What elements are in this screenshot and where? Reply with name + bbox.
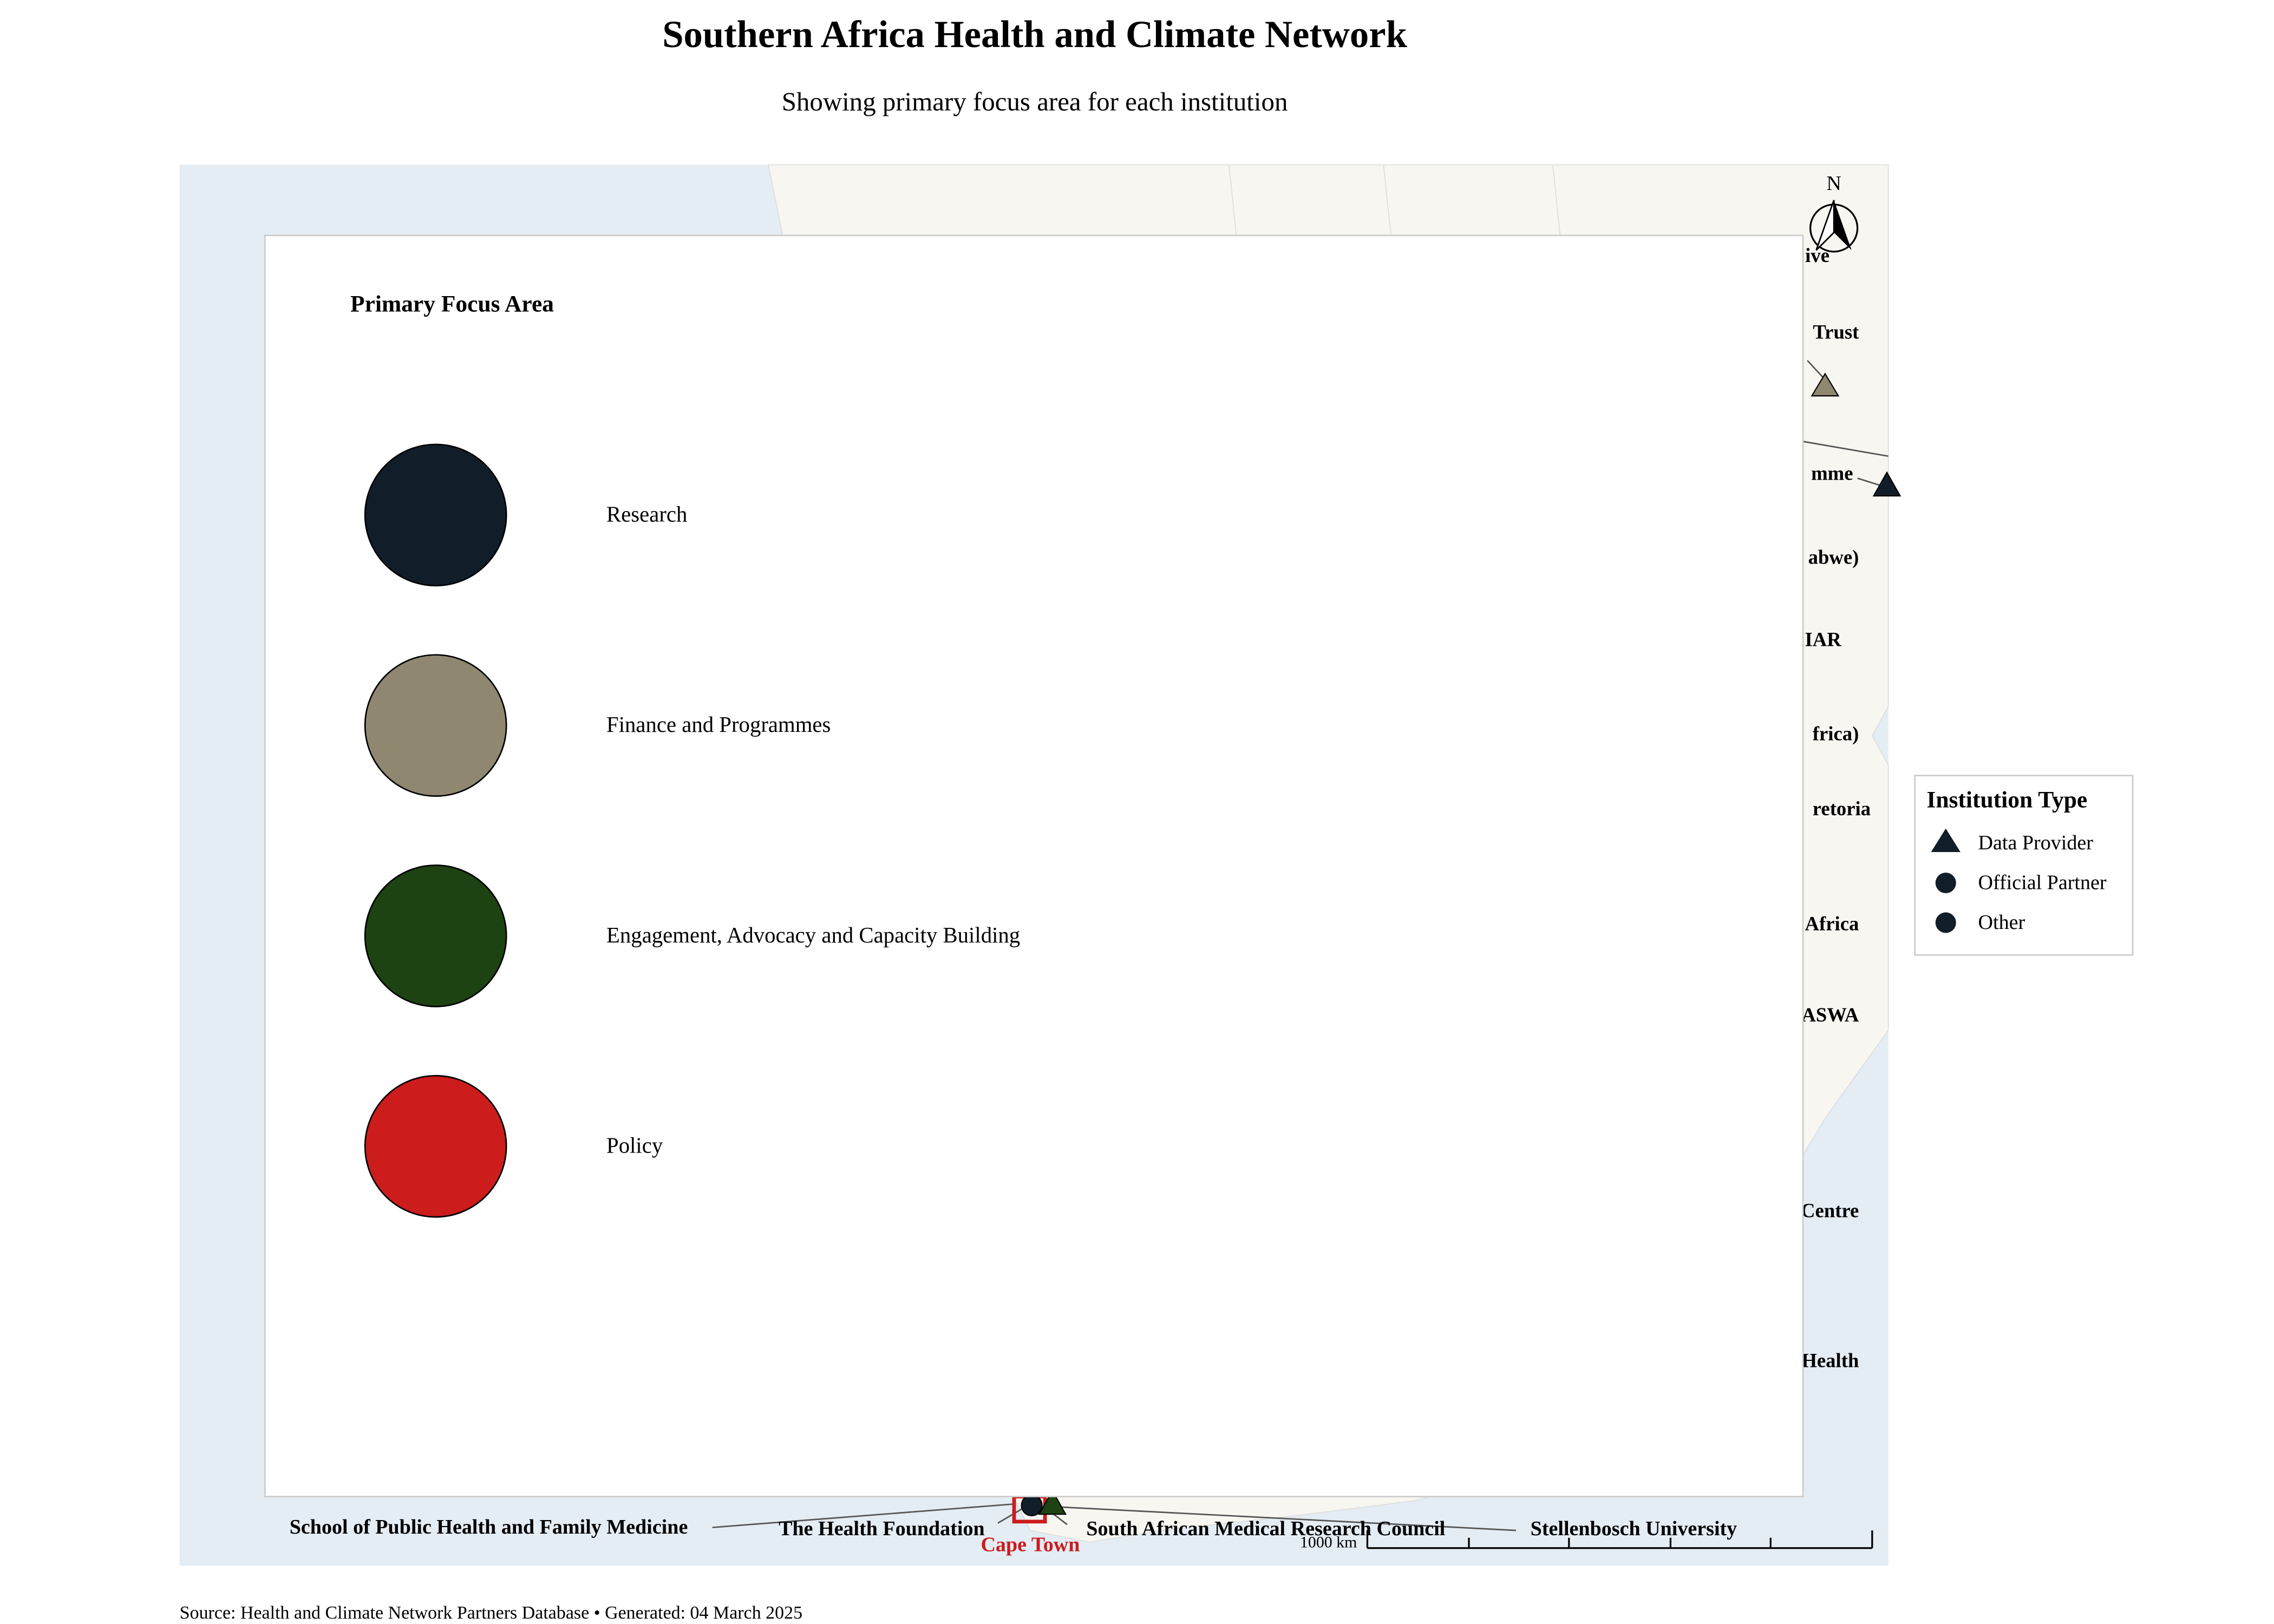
legend-symbol [1935,872,1956,894]
border [1229,165,1561,236]
institution-label: School of Public Health and Family Medic… [290,1516,688,1538]
legend-swatch [364,865,507,1007]
title: Southern Africa Health and Climate Netwo… [662,14,1407,56]
institution-label: South African Medical Research Council [1086,1517,1445,1540]
connector [1857,477,1881,487]
legend-label: Engagement, Advocacy and Capacity Buildi… [606,923,1020,947]
legend-label: Official Partner [1978,871,2107,894]
subtitle: Showing primary focus area for each inst… [782,87,1288,116]
legend-symbol [1931,828,1961,852]
legend-title: Primary Focus Area [350,291,554,317]
institution-label: Africa [1805,912,1859,934]
institution-marker [1811,372,1840,397]
institution-marker [1872,471,1901,497]
connector [1056,1506,1517,1531]
city-label: Cape Town [981,1534,1080,1556]
legend-label: Data Provider [1978,831,2094,854]
connector [997,1508,1024,1524]
focus-legend [264,234,1804,1497]
legend-label: Finance and Programmes [606,712,831,737]
north-label: N [1826,172,1841,195]
scale-bar [1366,1530,1873,1549]
connector [712,1503,1016,1529]
institution-marker [1038,1489,1067,1515]
north-arrow [1815,200,1835,251]
institution-label: Centre [1801,1199,1859,1221]
legend-symbol [1935,912,1956,933]
institution-label: Trust [1813,320,1859,343]
institution-label: IAR [1805,628,1841,651]
legend-label: Policy [606,1134,663,1158]
connector [1802,441,1889,457]
institution-label: retoria [1813,797,1871,820]
source-note: Source: Health and Climate Network Partn… [180,1603,802,1623]
legend-label: Research [606,502,687,527]
institution-label: frica) [1813,723,1859,745]
institution-label: Health [1801,1350,1859,1372]
institution-marker [1021,1494,1043,1517]
connector [1807,360,1826,381]
legend-swatch [364,443,507,587]
legend-swatch [364,654,507,797]
legend-swatch [364,1075,507,1218]
north-arrow [1834,200,1852,251]
legend-title: Institution Type [1926,787,2087,813]
scale-label: 1000 km [1300,1533,1357,1551]
institution-label: ASWA [1801,1004,1859,1026]
institution-label: Stellenbosch University [1531,1517,1737,1540]
legend-label: Other [1978,911,2025,934]
institution-label: abwe) [1808,546,1859,568]
institution-label: The Health Foundation [779,1517,985,1540]
institution-label: mme [1811,462,1853,484]
